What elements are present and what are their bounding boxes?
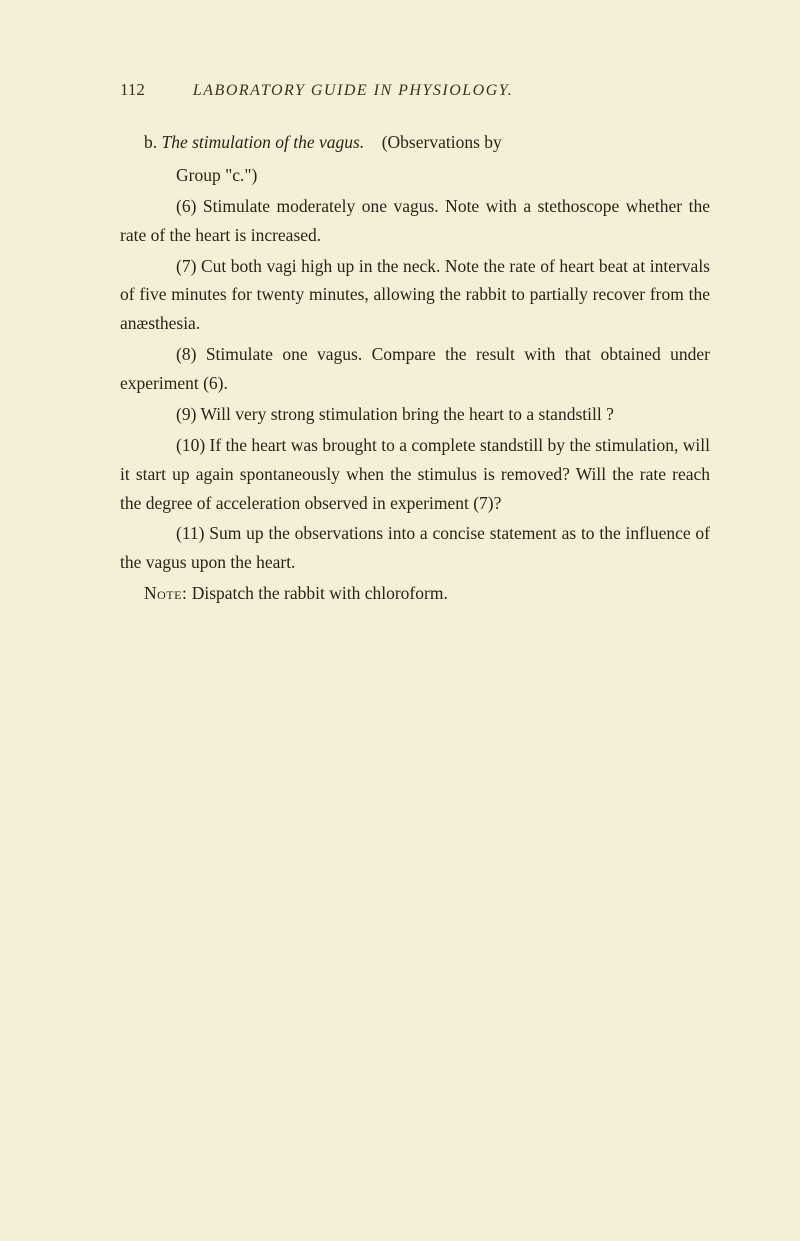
list-item: (8) Stimulate one vagus. Compare the res… [120, 340, 710, 398]
section-title-after: (Observations by [382, 132, 502, 152]
section-label: b. [144, 132, 157, 152]
list-item: (7) Cut both vagi high up in the neck. N… [120, 252, 710, 339]
list-item: (11) Sum up the observations into a conc… [120, 519, 710, 577]
note-line: Note: Dispatch the rabbit with chlorofor… [120, 579, 710, 608]
section-b: b. The stimulation of the vagus. (Observ… [120, 128, 710, 608]
page-header: 112 LABORATORY GUIDE IN PHYSIOLOGY. [120, 80, 710, 100]
list-item: (10) If the heart was brought to a compl… [120, 431, 710, 518]
list-item: (9) Will very strong stimulation bring t… [120, 400, 710, 429]
section-title-italic: The stimulation of the vagus. [162, 132, 365, 152]
group-line: Group "c.") [120, 161, 710, 190]
book-page: 112 LABORATORY GUIDE IN PHYSIOLOGY. b. T… [0, 0, 800, 1241]
running-head: LABORATORY GUIDE IN PHYSIOLOGY. [193, 82, 513, 100]
list-item: (6) Stimulate moderately one vagus. Note… [120, 192, 710, 250]
note-label: Note: [144, 583, 187, 603]
section-heading: b. The stimulation of the vagus. (Observ… [120, 128, 710, 157]
note-text: Dispatch the rabbit with chloroform. [192, 583, 448, 603]
page-number: 112 [120, 80, 145, 100]
